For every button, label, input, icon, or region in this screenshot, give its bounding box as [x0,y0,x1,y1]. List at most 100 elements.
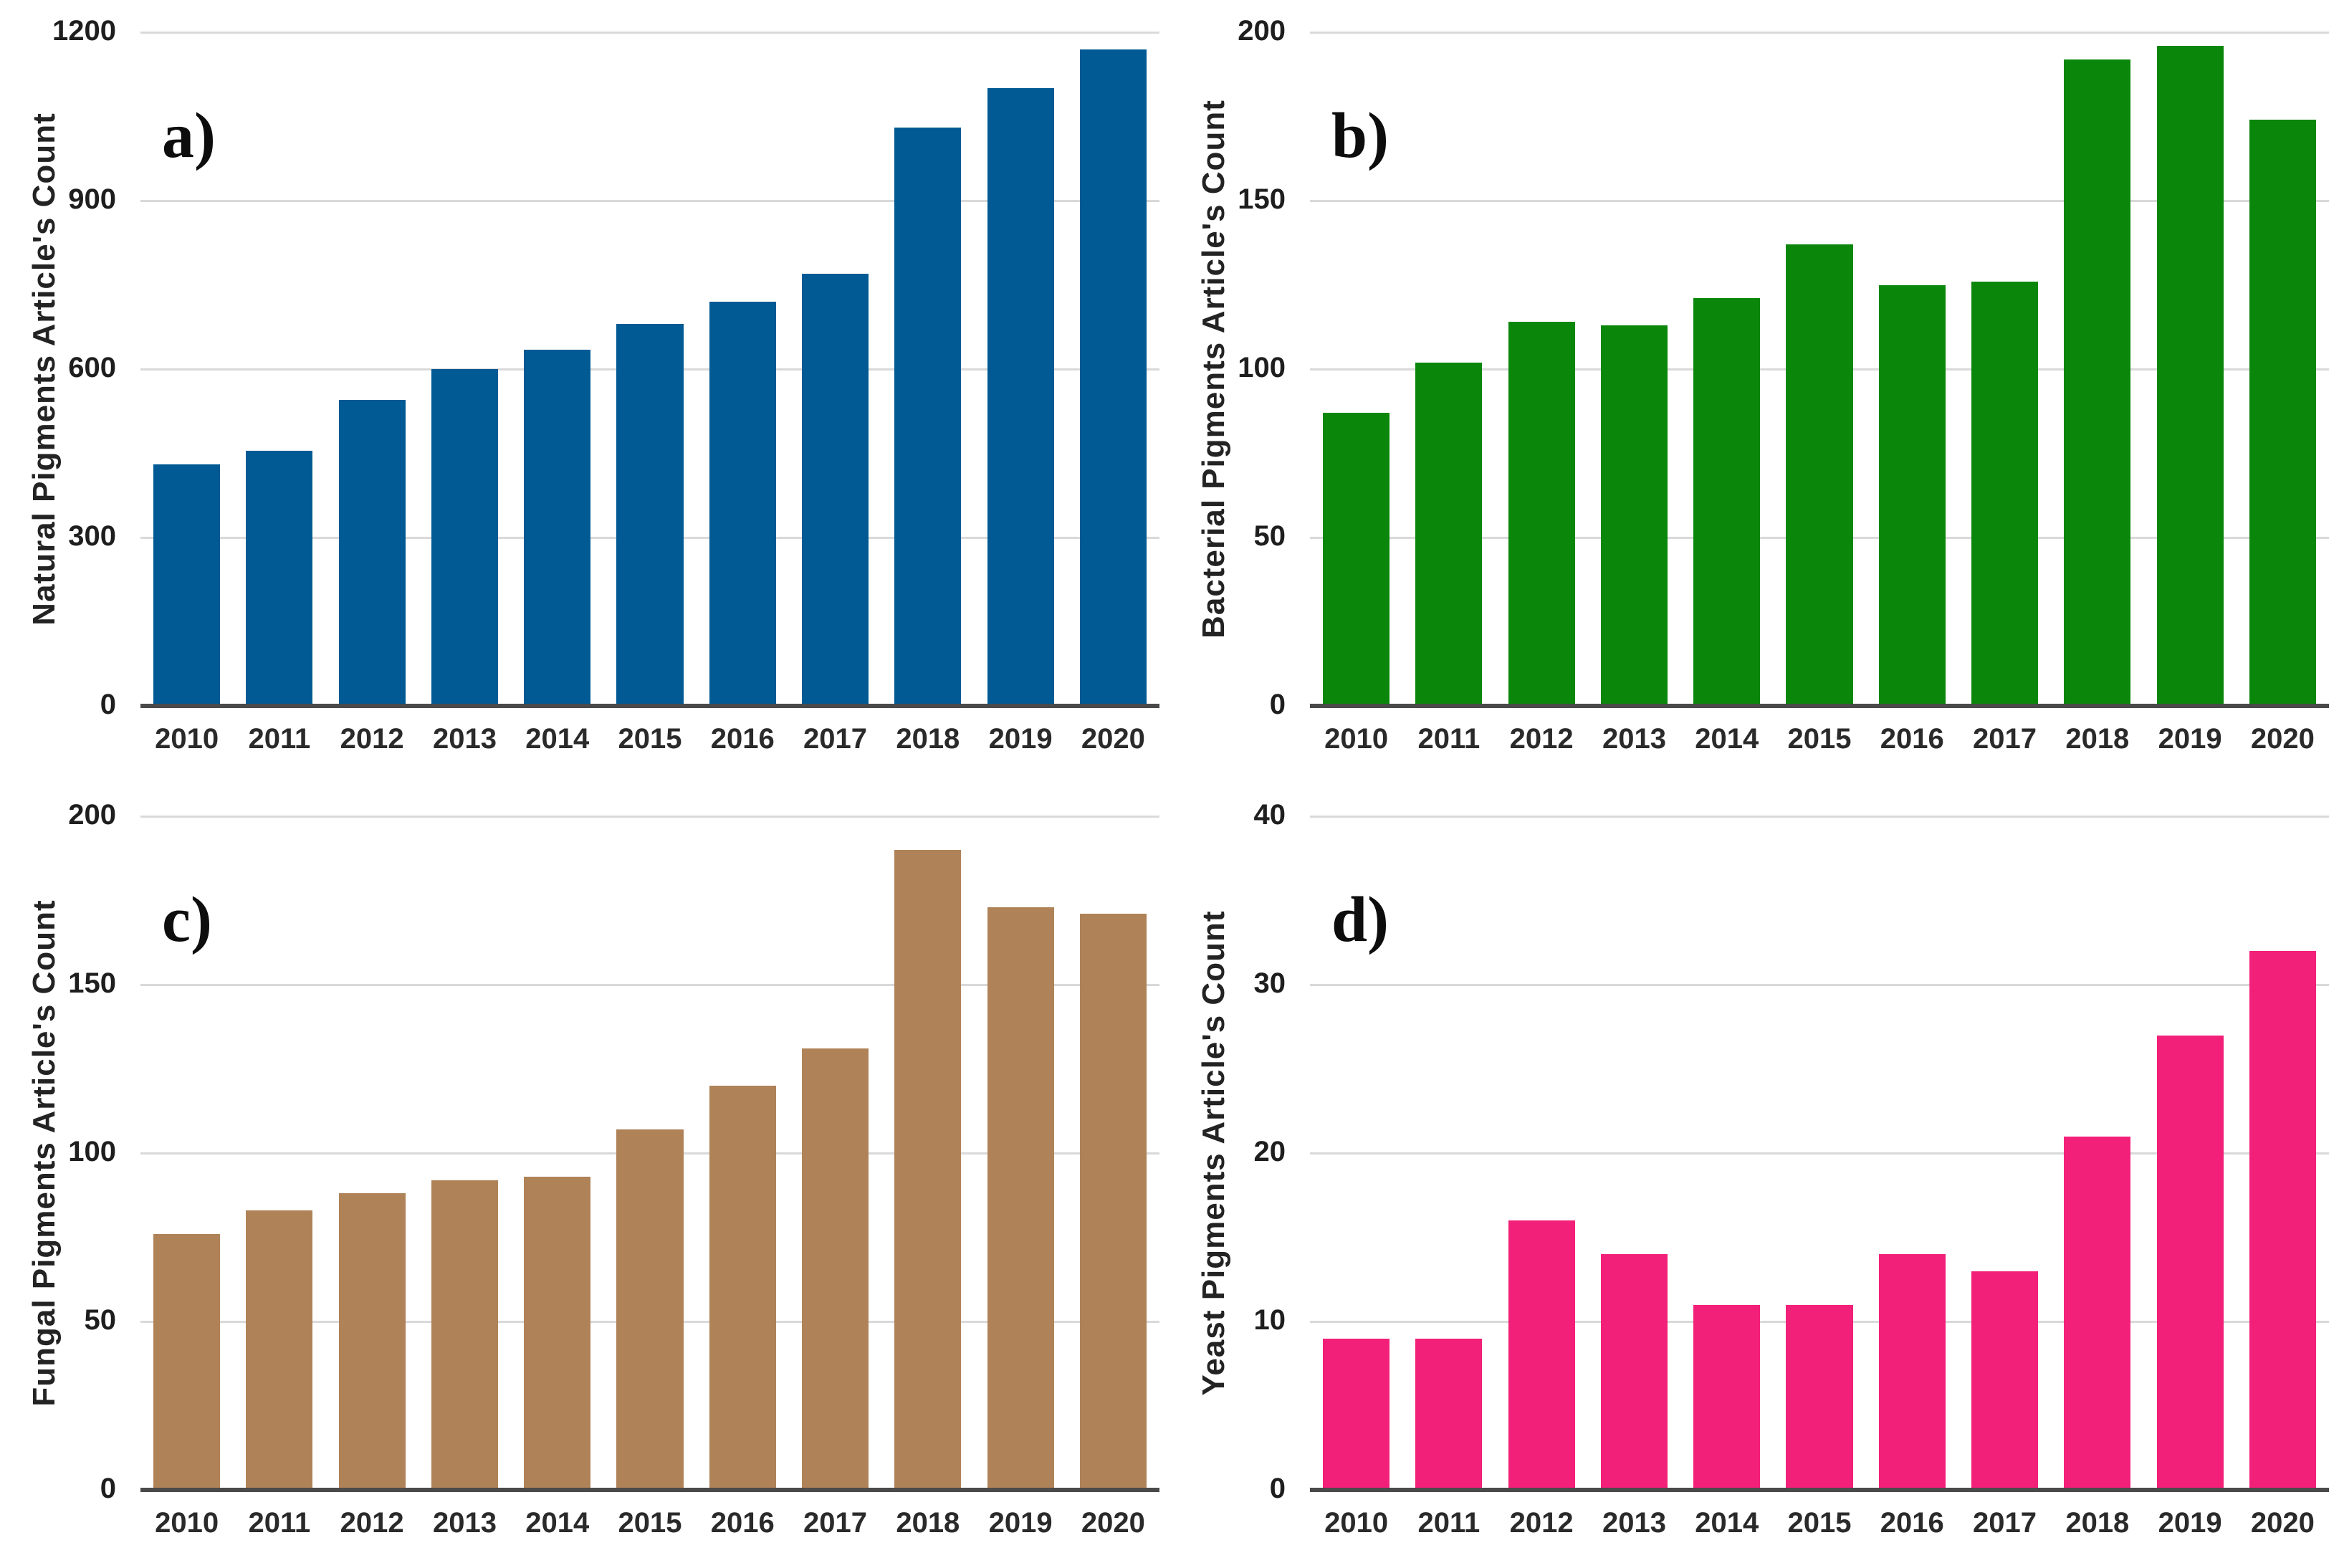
y-tick-label: 10 [1253,1304,1286,1336]
bar-2013 [431,369,498,706]
y-tick-label: 0 [1269,689,1286,720]
bar-2010 [1323,413,1390,706]
plot-area: c) 2010 2011 2012 2013 2014 2015 2016 2017 2018 2… [140,816,1159,1539]
x-axis-line [140,704,1159,708]
panel-letter: d) [1331,884,1389,955]
y-tick-label: 150 [68,967,116,999]
x-tick-label: 2015 [1787,723,1852,755]
bar-2010 [153,1233,221,1490]
panel-letter: b) [1331,100,1389,171]
x-tick-label: 2019 [2158,723,2222,755]
x-tick-label: 2016 [1880,1507,1944,1539]
y-tick-label: 40 [1253,799,1286,831]
bar-2012 [338,1193,406,1490]
bar-2010 [153,464,221,706]
bar-2013 [431,1180,498,1490]
y-tick-label: 1200 [52,15,116,47]
bar-2017 [1971,1271,2039,1490]
bar-2019 [2156,45,2224,706]
bar-2015 [616,324,684,706]
bar-2014 [1693,1304,1761,1490]
x-tick-label: 2011 [248,1507,311,1539]
x-axis-line [1310,704,2329,708]
bar-2012 [1508,322,1575,706]
x-tick-label: 2014 [1695,723,1759,755]
bar-2020 [2249,120,2316,706]
x-tick-label: 2014 [1695,1507,1759,1539]
y-tick-label: 100 [68,1136,116,1167]
x-tick-label: 2010 [155,1507,219,1539]
plot-area: d) 2010 2011 2012 2013 2014 2015 2016 2017 2018 2… [1310,816,2329,1539]
x-tick-label: 2010 [1324,1507,1389,1539]
x-tick-label: 2016 [710,723,775,755]
bar-2014 [524,1176,591,1490]
x-tick-label: 2015 [1787,1507,1852,1539]
y-tick-label: 200 [1238,15,1286,47]
gridline [140,816,1159,818]
x-tick-label: 2019 [988,1507,1053,1539]
y-tick-label: 150 [1238,183,1286,215]
bar-2017 [1971,281,2039,706]
x-tick-label: 2018 [2065,723,2130,755]
bar-2017 [802,273,869,706]
gridline [140,32,1159,34]
bar-2020 [1079,914,1147,1490]
x-tick-label: 2017 [1973,1507,2037,1539]
bar-2010 [1323,1338,1390,1490]
x-tick-label: 2020 [2250,723,2315,755]
y-tick-label: 600 [68,352,116,383]
x-tick-label: 2012 [1509,1507,1574,1539]
x-tick-label: 2012 [1509,723,1574,755]
y-tick-label: 200 [68,799,116,831]
x-tick-label: 2014 [525,723,590,755]
y-tick-label: 100 [1238,352,1286,383]
x-tick-label: 2016 [1880,723,1944,755]
bar-2016 [709,1086,776,1490]
bar-2018 [2064,59,2131,706]
bar-2017 [802,1048,869,1490]
x-tick-label: 2017 [1973,723,2037,755]
y-tick-label: 300 [68,520,116,552]
x-axis-line [140,1488,1159,1492]
x-tick-label: 2020 [1081,723,1145,755]
gridline [140,984,1159,986]
bar-2016 [1878,1254,1946,1490]
bar-2015 [616,1129,684,1490]
plot-area: b) 2010 2011 2012 2013 2014 2015 2016 2017 2018 2… [1310,32,2329,755]
panel-c-fungal-pigments: Fungal Pigments Article's Count c) 2010 2… [0,784,1170,1568]
y-tick-label: 0 [1269,1473,1286,1504]
plot-area: a) 2010 2011 2012 2013 2014 2015 2016 2017 2018 2… [140,32,1159,755]
x-tick-label: 2010 [155,723,219,755]
x-tick-label: 2013 [1602,723,1666,755]
bar-2011 [246,450,313,706]
x-tick-label: 2014 [525,1507,590,1539]
gridline [1310,984,2329,986]
bar-2020 [2249,951,2316,1490]
bar-2015 [1786,1304,1853,1490]
x-tick-label: 2011 [1417,1507,1481,1539]
bar-2012 [338,400,406,706]
x-tick-label: 2012 [340,1507,404,1539]
bar-2014 [524,349,591,706]
y-tick-label: 50 [84,1304,117,1336]
bar-2016 [1878,285,1946,706]
x-tick-label: 2018 [896,723,960,755]
y-tick-label: 50 [1253,520,1286,552]
bar-2018 [894,850,962,1490]
x-tick-label: 2015 [618,723,682,755]
x-tick-label: 2010 [1324,723,1389,755]
bar-2020 [1079,49,1147,706]
bar-2013 [1600,1254,1668,1490]
x-tick-label: 2017 [803,1507,868,1539]
panel-letter: a) [162,100,216,171]
x-tick-label: 2018 [896,1507,960,1539]
x-tick-label: 2016 [710,1507,775,1539]
panel-a-natural-pigments: Natural Pigments Article's Count a) 2010… [0,0,1170,784]
x-tick-label: 2017 [803,723,868,755]
y-tick-label: 20 [1253,1136,1286,1167]
bar-2011 [1415,362,1483,706]
panel-letter: c) [162,884,212,955]
bar-2011 [246,1210,313,1490]
x-tick-label: 2011 [1417,723,1481,755]
y-tick-label: 30 [1253,967,1286,999]
